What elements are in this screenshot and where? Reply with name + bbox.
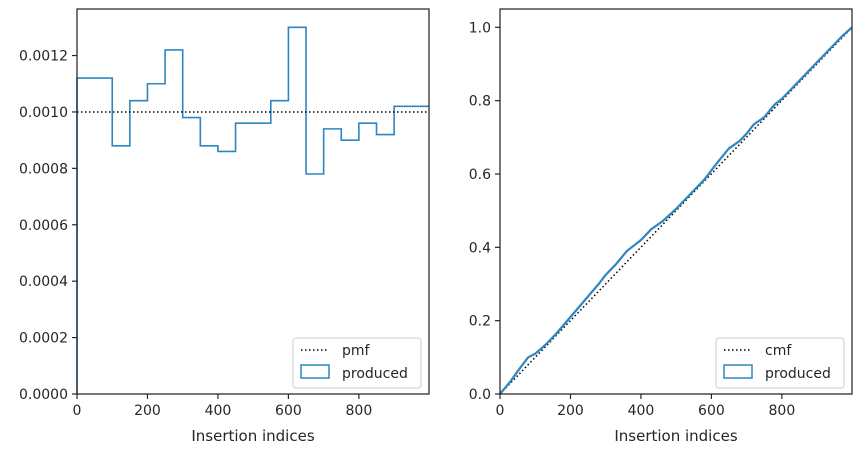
cmf-xtick-label: 800 — [769, 403, 796, 419]
pmf-series-produced — [76, 26, 429, 394]
cmf-xtick-label: 200 — [557, 403, 584, 419]
cmf-ytick-label: 0.6 — [469, 167, 491, 183]
cmf-series-produced — [499, 26, 853, 395]
pmf-chart-legend: pmf produced — [292, 337, 422, 389]
cmf-chart-frame — [499, 8, 853, 395]
pmf-xtick-label: 0 — [73, 403, 82, 419]
cmf-ytick-label: 0.0 — [469, 387, 491, 403]
pmf-ytick-label: 0.0002 — [19, 331, 68, 347]
pmf-xtick-label: 200 — [134, 403, 161, 419]
pmf-xtick-label: 600 — [275, 403, 302, 419]
cmf-legend-cmf-label: cmf — [765, 343, 792, 359]
pmf-legend-produced-label: produced — [342, 366, 408, 382]
pmf-xtick-label: 400 — [205, 403, 232, 419]
cmf-ytick-label: 0.4 — [469, 240, 491, 256]
pmf-ytick-label: 0.0006 — [19, 218, 68, 234]
cmf-legend-produced-swatch — [723, 364, 753, 379]
pmf-ytick-label: 0.0004 — [19, 274, 68, 290]
cmf-legend-produced-label: produced — [765, 366, 831, 382]
cmf-chart-panel: 0 200 400 600 800 0.0 0.2 0.4 0.6 0.8 1.0 Insertio… — [469, 8, 853, 445]
cmf-chart-xlabel: Insertion indices — [614, 427, 737, 445]
pmf-chart-xlabel: Insertion indices — [191, 427, 314, 445]
cmf-series-cmf — [499, 26, 853, 395]
pmf-ytick-label: 0.0000 — [19, 387, 68, 403]
pmf-chart-ticks: 0 200 400 600 800 0.0000 0.0002 0.0004 0.0006 0.0… — [19, 49, 372, 419]
pmf-legend-produced-swatch — [300, 364, 330, 379]
pmf-chart-frame — [76, 8, 430, 395]
cmf-ytick-label: 0.2 — [469, 314, 491, 330]
cmf-ytick-label: 0.8 — [469, 94, 491, 110]
pmf-ytick-label: 0.0010 — [19, 105, 68, 121]
pmf-chart-panel: 0 200 400 600 800 0.0000 0.0002 0.0004 0.0006 0.0… — [19, 8, 430, 445]
pmf-chart-marks — [76, 26, 429, 394]
cmf-ytick-label: 1.0 — [469, 20, 491, 36]
cmf-xtick-label: 400 — [628, 403, 655, 419]
cmf-chart-legend: cmf produced — [715, 337, 845, 389]
pmf-legend-pmf-label: pmf — [342, 343, 371, 359]
pmf-xtick-label: 800 — [346, 403, 373, 419]
pmf-ytick-label: 0.0012 — [19, 49, 68, 65]
cmf-xtick-label: 0 — [496, 403, 505, 419]
cmf-chart-ticks: 0 200 400 600 800 0.0 0.2 0.4 0.6 0.8 1.0 — [469, 20, 796, 419]
cmf-xtick-label: 600 — [698, 403, 725, 419]
pmf-ytick-label: 0.0008 — [19, 161, 68, 177]
cmf-chart-marks — [499, 26, 853, 395]
